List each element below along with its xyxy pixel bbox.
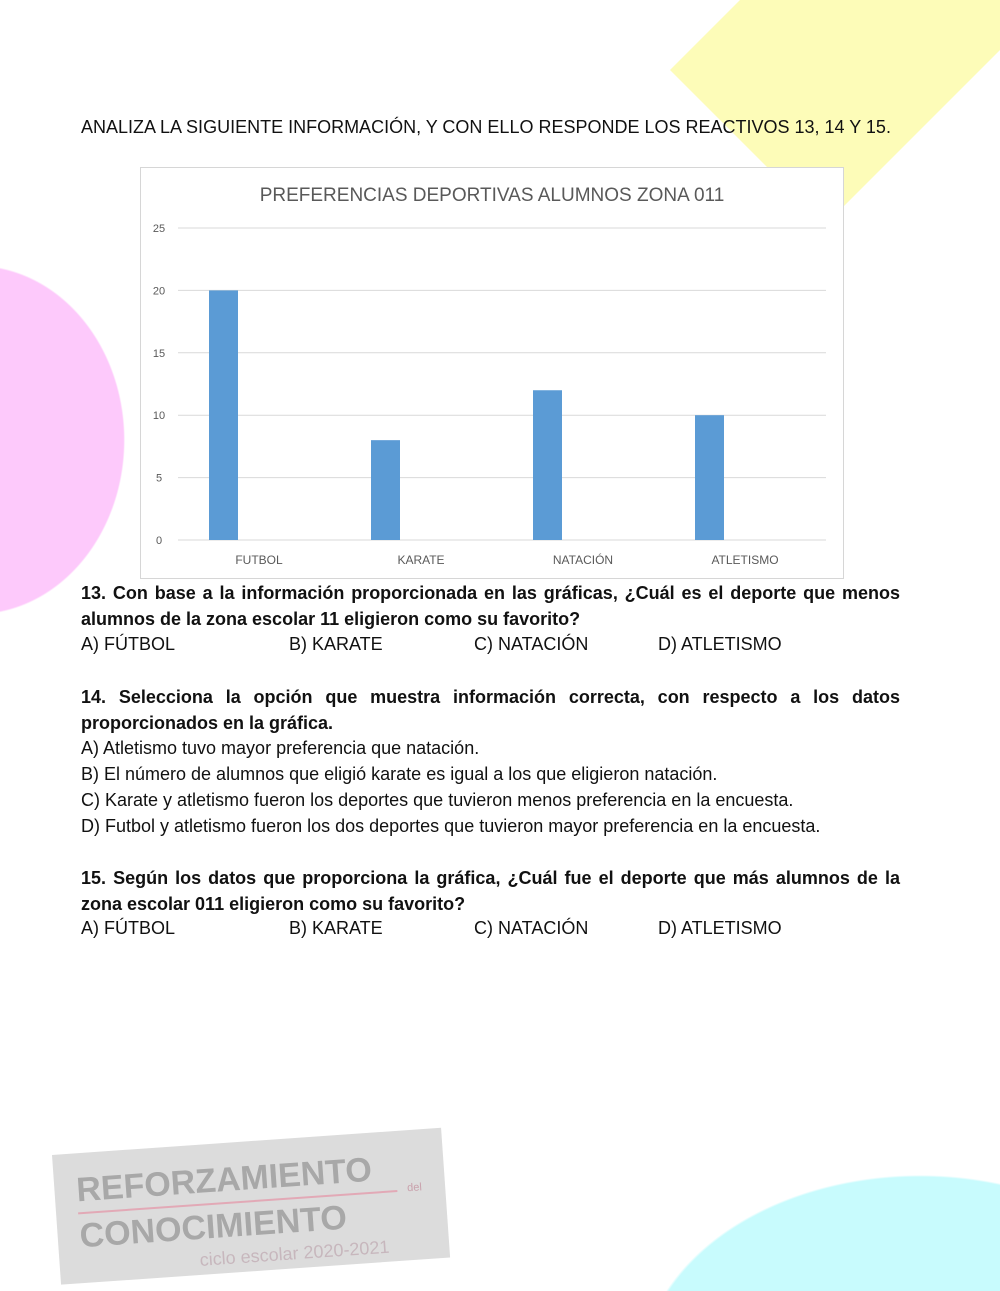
logo: REFORZAMIENTO del CONOCIMIENTO ciclo esc… <box>52 1127 451 1285</box>
x-tick-label: KARATE <box>397 553 444 567</box>
y-tick-label: 0 <box>156 535 162 547</box>
option-d[interactable]: D) ATLETISMO <box>658 634 782 654</box>
y-tick-label: 10 <box>153 410 165 422</box>
bar-chart: PREFERENCIAS DEPORTIVAS ALUMNOS ZONA 011… <box>140 167 844 579</box>
option-b[interactable]: B) KARATE <box>289 918 383 938</box>
instructions: ANALIZA LA SIGUIENTE INFORMACIÓN, Y CON … <box>81 117 891 137</box>
y-tick-label: 20 <box>153 285 165 297</box>
option-c[interactable]: C) Karate y atletismo fueron los deporte… <box>81 790 794 810</box>
cyan-circle-decoration <box>630 1175 1000 1291</box>
logo-del: del <box>406 1181 423 1195</box>
option-b[interactable]: B) KARATE <box>289 634 383 654</box>
question-13-options: A) FÚTBOL B) KARATE C) NATACIÓN D) ATLET… <box>81 634 900 660</box>
bar-futbol <box>209 290 238 540</box>
x-tick-label: NATACIÓN <box>553 552 613 567</box>
option-c[interactable]: C) NATACIÓN <box>474 634 589 654</box>
option-b[interactable]: B) El número de alumnos que eligió karat… <box>81 764 718 784</box>
option-d[interactable]: D) ATLETISMO <box>658 918 782 938</box>
chart-svg: PREFERENCIAS DEPORTIVAS ALUMNOS ZONA 011… <box>153 185 826 567</box>
bar-natación <box>533 390 562 540</box>
bar-karate <box>371 440 400 540</box>
x-tick-label: FUTBOL <box>235 553 283 567</box>
bar-atletismo <box>695 415 724 540</box>
option-a[interactable]: A) Atletismo tuvo mayor preferencia que … <box>81 738 480 758</box>
option-a[interactable]: A) FÚTBOL <box>81 918 176 938</box>
y-tick-label: 15 <box>153 348 165 360</box>
pink-circle-decoration <box>0 265 125 615</box>
question-14: 14. Selecciona la opción que muestra inf… <box>81 687 900 733</box>
option-a[interactable]: A) FÚTBOL <box>81 634 176 654</box>
option-d[interactable]: D) Futbol y atletismo fueron los dos dep… <box>81 816 821 836</box>
chart-title: PREFERENCIAS DEPORTIVAS ALUMNOS ZONA 011 <box>260 185 725 206</box>
y-tick-label: 25 <box>153 223 165 235</box>
question-15: 15. Según los datos que proporciona la g… <box>81 868 900 914</box>
option-c[interactable]: C) NATACIÓN <box>474 918 589 938</box>
question-15-options: A) FÚTBOL B) KARATE C) NATACIÓN D) ATLET… <box>81 918 900 944</box>
x-tick-label: ATLETISMO <box>711 553 778 567</box>
y-tick-label: 5 <box>156 473 162 485</box>
question-13: 13. Con base a la información proporcion… <box>81 583 900 629</box>
